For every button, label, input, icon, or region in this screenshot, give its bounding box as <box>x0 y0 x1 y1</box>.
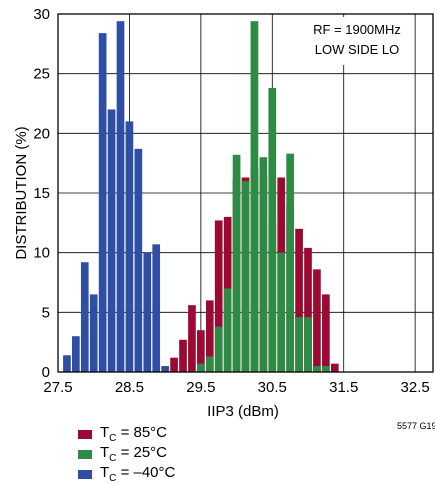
bar-series-2 <box>80 262 89 372</box>
legend-label-subscript: C <box>109 433 117 444</box>
bar-series-1 <box>197 363 205 372</box>
bar-series-0 <box>214 220 223 372</box>
legend-swatch <box>78 429 92 439</box>
legend-label-rest: = –40°C <box>116 464 176 481</box>
bar-series-2 <box>98 33 107 373</box>
bar-series-0 <box>330 363 339 372</box>
y-tick-label: 0 <box>42 364 50 381</box>
bar-series-0 <box>304 247 312 372</box>
bar-series-0 <box>170 357 178 372</box>
bar-series-2 <box>134 148 143 372</box>
y-tick-label: 15 <box>33 185 50 202</box>
bar-series-2 <box>125 121 134 373</box>
bar-series-0 <box>205 300 214 372</box>
bar-series-1 <box>295 317 303 372</box>
bar-series-2 <box>89 294 98 372</box>
legend-label-subscript: C <box>109 473 117 484</box>
bar-series-1 <box>223 288 232 372</box>
bar-series-0 <box>188 305 196 372</box>
bar-series-1 <box>313 366 321 372</box>
bar-series-1 <box>286 153 294 372</box>
bar-series-2 <box>143 252 152 372</box>
legend-item: TC = –40°C <box>78 464 175 484</box>
legend-item: TC = 25°C <box>78 444 175 464</box>
y-axis-label: DISTRIBUTION (%) <box>13 126 30 259</box>
bar-series-0 <box>295 228 303 372</box>
legend-label: TC = 25°C <box>100 444 167 464</box>
bar-series-1 <box>322 366 330 372</box>
legend-label-rest: = 85°C <box>116 424 168 441</box>
legend-label: TC = –40°C <box>100 464 175 484</box>
bar-series-1 <box>268 87 277 372</box>
bar-series-0 <box>313 269 321 372</box>
legend-swatch <box>78 449 92 459</box>
figure-code: 5577 G19 <box>397 421 435 431</box>
bars <box>63 21 339 373</box>
bar-series-1 <box>241 181 250 372</box>
legend-label-main: T <box>100 444 110 461</box>
y-tick-label: 25 <box>33 66 50 83</box>
x-tick-label: 31.5 <box>329 379 358 396</box>
x-axis-label: IIP3 (dBm) <box>207 403 279 420</box>
x-tick-label: 32.5 <box>401 379 430 396</box>
legend-item: TC = 85°C <box>78 424 175 444</box>
legend-label-main: T <box>100 464 110 481</box>
y-tick-label: 20 <box>33 125 50 142</box>
legend-label-subscript: C <box>109 453 117 464</box>
bar-series-0 <box>322 294 330 372</box>
bar-series-2 <box>152 244 161 372</box>
x-tick-label: 27.5 <box>43 379 72 396</box>
bar-series-1 <box>205 356 214 372</box>
bar-series-2 <box>161 366 169 372</box>
plot-frame <box>57 13 434 373</box>
bar-series-2 <box>63 355 71 372</box>
y-tick-label: 5 <box>42 304 50 321</box>
x-tick-label: 29.5 <box>186 379 215 396</box>
annotation-background <box>305 17 407 65</box>
bar-series-1 <box>250 21 259 372</box>
annotation-line-1: RF = 1900MHz <box>313 22 401 37</box>
bar-series-1 <box>277 252 286 372</box>
y-tick-label: 10 <box>33 245 50 262</box>
legend-swatch <box>78 469 92 479</box>
bar-series-0 <box>197 330 205 372</box>
bar-series-2 <box>107 109 116 372</box>
annotation-line-2: LOW SIDE LO <box>315 42 400 57</box>
bar-series-1 <box>304 317 312 372</box>
legend: TC = 85°C TC = 25°C TC = –40°C <box>78 424 175 484</box>
x-tick-label: 28.5 <box>115 379 144 396</box>
legend-label: TC = 85°C <box>100 424 167 444</box>
legend-label-main: T <box>100 424 110 441</box>
bar-series-2 <box>116 21 125 372</box>
bar-series-2 <box>72 336 80 372</box>
tick-labels: 0 5 10 15 20 25 30 27.5 28.5 29.5 30.5 31.5 32.5 <box>33 6 429 396</box>
bar-series-1 <box>232 154 241 372</box>
legend-label-rest: = 25°C <box>116 444 168 461</box>
x-tick-label: 30.5 <box>258 379 287 396</box>
y-tick-label: 30 <box>33 6 50 23</box>
bar-series-1 <box>214 326 223 372</box>
bar-series-1 <box>259 157 268 372</box>
bar-series-0 <box>179 339 187 372</box>
